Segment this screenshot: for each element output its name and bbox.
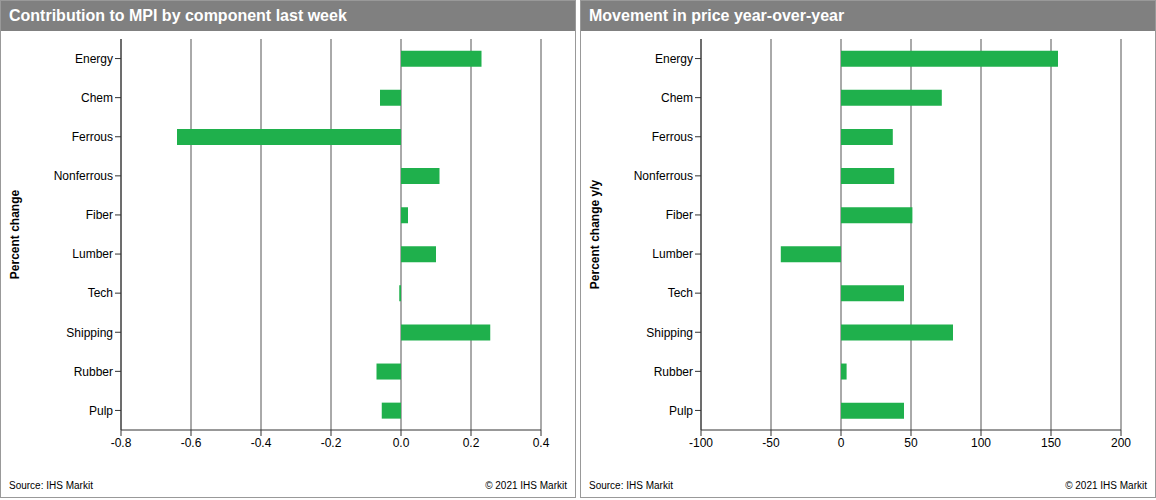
svg-text:-100: -100 — [689, 436, 713, 450]
svg-text:Fiber: Fiber — [666, 208, 693, 222]
svg-text:Chem: Chem — [81, 91, 113, 105]
html-text:Source: IHS Markit: Source: IHS Markit — [589, 480, 673, 491]
svg-text:Pulp: Pulp — [89, 404, 113, 418]
svg-text:Tech: Tech — [88, 286, 113, 300]
svg-text:150: 150 — [1041, 436, 1061, 450]
svg-text:0.4: 0.4 — [533, 436, 550, 450]
svg-text:Percent change: Percent change — [8, 189, 22, 279]
svg-text:Shipping: Shipping — [66, 326, 113, 340]
svg-text:-0.4: -0.4 — [251, 436, 272, 450]
svg-text:0: 0 — [838, 436, 845, 450]
svg-text:Energy: Energy — [655, 52, 693, 66]
svg-text:Nonferrous: Nonferrous — [634, 169, 693, 183]
svg-text:Nonferrous: Nonferrous — [54, 169, 113, 183]
svg-text:Rubber: Rubber — [654, 365, 693, 379]
svg-text:Rubber: Rubber — [74, 365, 113, 379]
html-text:Contribution to MPI by compone: Contribution to MPI by component last we… — [9, 7, 347, 24]
svg-text:Shipping: Shipping — [646, 326, 693, 340]
svg-text:50: 50 — [904, 436, 918, 450]
svg-text:-0.6: -0.6 — [181, 436, 202, 450]
svg-text:-0.8: -0.8 — [111, 436, 132, 450]
svg-text:Chem: Chem — [661, 91, 693, 105]
html-text:© 2021 IHS Markit: © 2021 IHS Markit — [1065, 480, 1147, 491]
svg-text:-0.2: -0.2 — [321, 436, 342, 450]
svg-text:Lumber: Lumber — [72, 247, 113, 261]
svg-text:Lumber: Lumber — [652, 247, 693, 261]
svg-text:-50: -50 — [762, 436, 780, 450]
html-text:Source: IHS Markit: Source: IHS Markit — [9, 480, 93, 491]
svg-text:0.0: 0.0 — [393, 436, 410, 450]
html-text:© 2021 IHS Markit: © 2021 IHS Markit — [485, 480, 567, 491]
html-text:Movement in price year-over-ye: Movement in price year-over-year — [589, 7, 845, 24]
svg-text:Pulp: Pulp — [669, 404, 693, 418]
svg-text:Fiber: Fiber — [86, 208, 113, 222]
svg-text:100: 100 — [971, 436, 991, 450]
svg-text:Ferrous: Ferrous — [72, 130, 113, 144]
svg-text:Tech: Tech — [668, 286, 693, 300]
svg-text:200: 200 — [1111, 436, 1131, 450]
svg-text:Percent change y/y: Percent change y/y — [588, 179, 602, 289]
svg-text:Ferrous: Ferrous — [652, 130, 693, 144]
svg-text:0.2: 0.2 — [463, 436, 480, 450]
svg-text:Energy: Energy — [75, 52, 113, 66]
